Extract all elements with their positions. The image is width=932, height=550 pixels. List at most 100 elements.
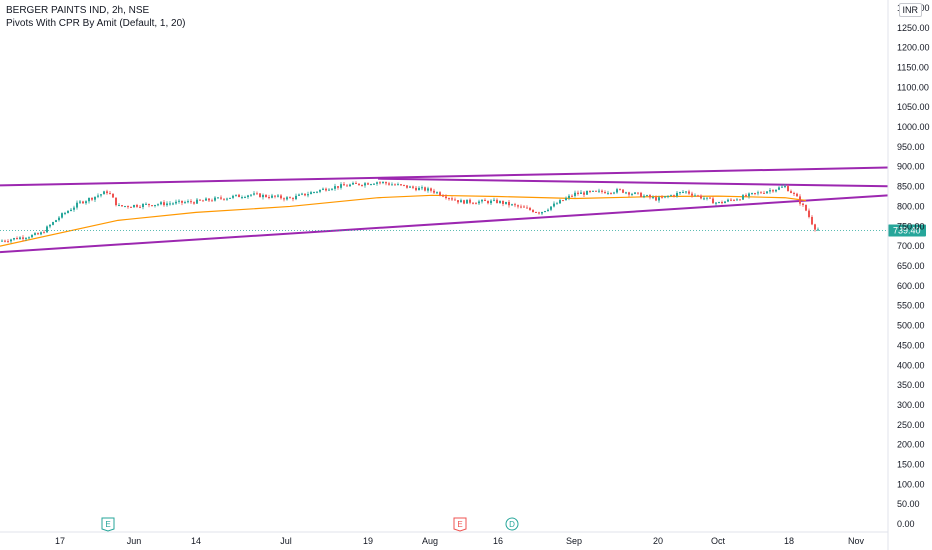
candle-body xyxy=(265,194,267,198)
candle-body xyxy=(220,197,222,199)
candle-body xyxy=(619,189,621,191)
candle-body xyxy=(490,200,492,204)
candle-body xyxy=(154,204,156,207)
currency-badge[interactable]: INR xyxy=(898,3,922,17)
candle-body xyxy=(661,197,663,199)
candle-body xyxy=(253,193,255,195)
y-tick-label: 100.00 xyxy=(897,479,925,489)
candle-body xyxy=(109,193,111,195)
trendlines xyxy=(0,166,889,254)
y-tick-label: 900.00 xyxy=(897,162,925,172)
candle-body xyxy=(445,196,447,199)
candle-body xyxy=(646,195,648,197)
candle-body xyxy=(100,194,102,196)
candle-body xyxy=(403,184,405,186)
x-tick-label: 18 xyxy=(784,536,794,546)
y-tick-label: 250.00 xyxy=(897,420,925,430)
candle-body xyxy=(382,182,384,184)
candle-body xyxy=(292,198,294,200)
candle-body xyxy=(457,200,459,203)
candle-body xyxy=(745,195,747,197)
candle-body xyxy=(40,232,42,235)
candle-body xyxy=(28,237,30,239)
candle-body xyxy=(685,191,687,193)
candle-body xyxy=(598,190,600,192)
y-tick-label: 1100.00 xyxy=(897,82,929,92)
candle-body xyxy=(385,182,387,184)
candle-body xyxy=(88,197,90,202)
symbol-title[interactable]: BERGER PAINTS IND, 2h, NSE xyxy=(6,5,150,16)
candle-body xyxy=(133,204,135,208)
candle-body xyxy=(196,199,198,204)
candle-body xyxy=(424,187,426,191)
candle-body xyxy=(334,186,336,189)
candle-body xyxy=(697,195,699,197)
candle-body xyxy=(478,201,480,204)
candle-body xyxy=(622,189,624,193)
candle-body xyxy=(469,199,471,203)
x-tick-label: 17 xyxy=(55,536,65,546)
candle-body xyxy=(439,192,441,196)
earnings-marker xyxy=(453,517,467,532)
moving-average xyxy=(0,194,807,247)
event-label: D xyxy=(509,520,515,529)
candle-body xyxy=(811,216,813,225)
candle-body xyxy=(451,198,453,200)
candle-body xyxy=(250,194,252,196)
candle-body xyxy=(229,197,231,199)
candle-body xyxy=(52,222,54,225)
candle-body xyxy=(373,183,375,185)
y-tick-label: 700.00 xyxy=(897,241,925,251)
candle-body xyxy=(742,195,744,200)
candle-body xyxy=(298,194,300,196)
candle-body xyxy=(166,203,168,206)
candle-body xyxy=(613,192,615,194)
candle-body xyxy=(388,183,390,185)
candle-body xyxy=(610,192,612,194)
earnings-marker xyxy=(101,517,115,532)
candle-body xyxy=(496,199,498,203)
candle-body xyxy=(163,202,165,206)
candle-body xyxy=(34,233,36,235)
candle-body xyxy=(406,185,408,188)
last-price-label: 739.40 xyxy=(893,226,921,236)
candle-body xyxy=(787,186,789,192)
candle-body xyxy=(664,196,666,198)
candle-body xyxy=(367,183,369,185)
candle-body xyxy=(463,200,465,204)
candle-body xyxy=(589,190,591,192)
candle-body xyxy=(769,190,771,192)
y-tick-label: 200.00 xyxy=(897,440,925,450)
candle-body xyxy=(106,191,108,194)
y-tick-label: 550.00 xyxy=(897,301,925,311)
candle-body xyxy=(235,194,237,196)
candle-body xyxy=(70,209,72,212)
y-tick-label: 300.00 xyxy=(897,400,925,410)
candle-body xyxy=(400,184,402,186)
candle-body xyxy=(262,194,264,198)
indicator-title[interactable]: Pivots With CPR By Amit (Default, 1, 20) xyxy=(6,18,186,29)
candle-body xyxy=(628,192,630,195)
candle-body xyxy=(103,191,105,195)
candle-body xyxy=(799,196,801,204)
candle-body xyxy=(148,203,150,206)
candle-body xyxy=(475,203,477,205)
candle-body xyxy=(241,197,243,199)
candle-body xyxy=(688,191,690,194)
candle-body xyxy=(577,192,579,194)
candle-body xyxy=(379,182,381,184)
candle-body xyxy=(508,201,510,206)
candle-body xyxy=(805,204,807,211)
candle-body xyxy=(214,197,216,201)
y-tick-label: 1250.00 xyxy=(897,23,930,33)
candle-body xyxy=(565,197,567,201)
candle-body xyxy=(715,202,717,204)
candle-body xyxy=(157,204,159,206)
x-tick-label: Oct xyxy=(711,536,726,546)
x-tick-label: Jun xyxy=(127,536,142,546)
candle-body xyxy=(364,183,366,186)
candle-body xyxy=(121,205,123,207)
candle-body xyxy=(535,212,537,214)
candle-body xyxy=(505,201,507,204)
